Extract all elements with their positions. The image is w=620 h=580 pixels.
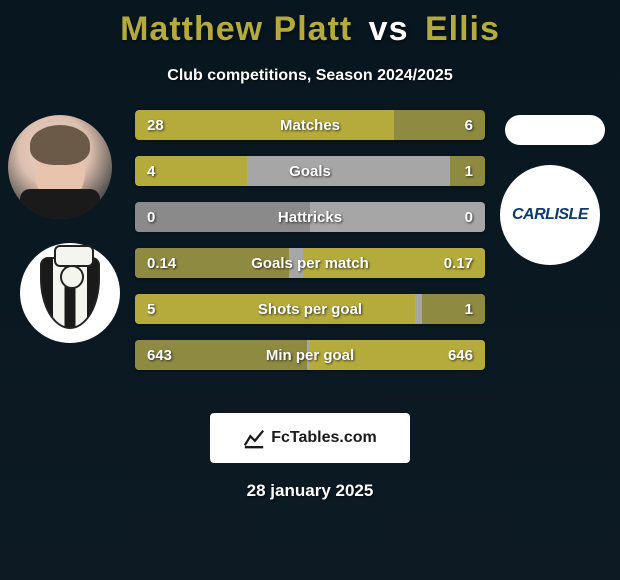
ball-icon [60,265,84,289]
stat-label: Hattricks [135,209,485,226]
club-shield-icon [40,257,100,329]
club2-name: CARLISLE [512,206,588,224]
player2-club-badge: CARLISLE [500,165,600,265]
player1-avatar [8,115,112,219]
stat-label: Goals [135,163,485,180]
stat-row: 643Min per goal646 [135,340,485,370]
stat-bars: 28Matches6 4Goals1 0Hattricks0 0.14Goals pe… [135,110,485,386]
stat-value-right: 1 [465,163,473,180]
stat-label: Goals per match [135,255,485,272]
stat-label: Shots per goal [135,301,485,318]
subtitle: Club competitions, Season 2024/2025 [0,67,620,85]
stat-value-right: 646 [448,347,473,364]
comparison-title: Matthew Platt vs Ellis [0,0,620,49]
stat-row: 5Shots per goal1 [135,294,485,324]
avatar-shirt [20,189,100,219]
stat-label: Matches [135,117,485,134]
stat-row: 0.14Goals per match0.17 [135,248,485,278]
title-player1: Matthew Platt [120,10,352,48]
date-text: 28 january 2025 [0,481,620,501]
title-vs: vs [369,10,409,48]
stat-row: 0Hattricks0 [135,202,485,232]
stat-value-right: 0.17 [444,255,473,272]
stat-label: Min per goal [135,347,485,364]
stat-value-right: 1 [465,301,473,318]
chart-icon [243,427,265,449]
stat-row: 4Goals1 [135,156,485,186]
stat-row: 28Matches6 [135,110,485,140]
title-player2: Ellis [425,10,500,48]
comparison-arena: CARLISLE 28Matches64Goals10Hattricks00.1… [0,115,620,395]
player1-club-badge [20,243,120,343]
stat-value-right: 0 [465,209,473,226]
watermark-text: FcTables.com [271,429,377,447]
watermark-badge: FcTables.com [210,413,410,463]
stat-value-right: 6 [465,117,473,134]
player2-avatar [505,115,605,145]
